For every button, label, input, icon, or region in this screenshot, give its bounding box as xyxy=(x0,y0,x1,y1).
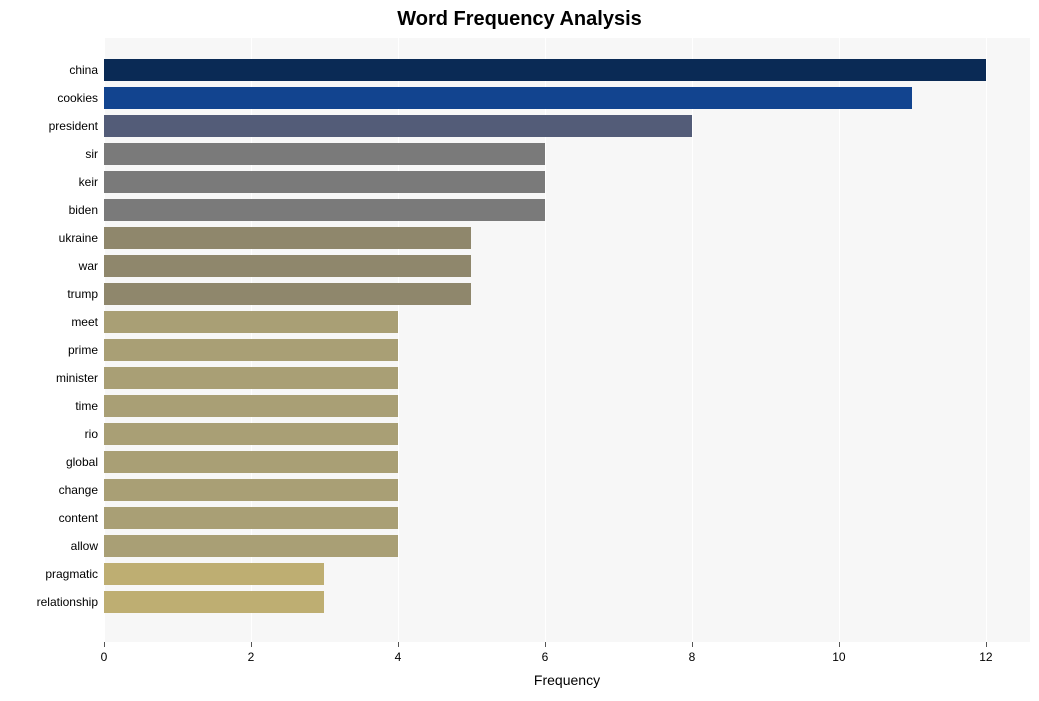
y-axis-label: rio xyxy=(85,427,104,441)
bar xyxy=(104,143,545,165)
y-axis-label: pragmatic xyxy=(45,567,104,581)
y-axis-label: keir xyxy=(79,175,104,189)
bar xyxy=(104,367,398,389)
bar xyxy=(104,171,545,193)
bar xyxy=(104,535,398,557)
word-frequency-chart: Word Frequency Analysis 024681012chinaco… xyxy=(0,0,1039,701)
bar xyxy=(104,563,324,585)
xtick-label: 8 xyxy=(689,642,696,664)
y-axis-label: president xyxy=(49,119,104,133)
y-axis-label: prime xyxy=(68,343,104,357)
y-axis-label: war xyxy=(79,259,104,273)
y-axis-label: allow xyxy=(71,539,104,553)
xtick-label: 2 xyxy=(248,642,255,664)
bar xyxy=(104,451,398,473)
bar xyxy=(104,227,471,249)
y-axis-label: trump xyxy=(67,287,104,301)
xtick-label: 10 xyxy=(832,642,845,664)
y-axis-label: change xyxy=(59,483,104,497)
xtick-label: 12 xyxy=(979,642,992,664)
bar xyxy=(104,115,692,137)
bar xyxy=(104,339,398,361)
xtick-label: 0 xyxy=(101,642,108,664)
plot-area: 024681012chinacookiespresidentsirkeirbid… xyxy=(104,38,1030,642)
x-axis-label: Frequency xyxy=(104,672,1030,688)
bar xyxy=(104,255,471,277)
bar xyxy=(104,507,398,529)
bar xyxy=(104,199,545,221)
bar xyxy=(104,87,912,109)
y-axis-label: meet xyxy=(71,315,104,329)
bar xyxy=(104,311,398,333)
xtick-label: 4 xyxy=(395,642,402,664)
y-axis-label: minister xyxy=(56,371,104,385)
bar xyxy=(104,423,398,445)
y-axis-label: relationship xyxy=(37,595,104,609)
gridline xyxy=(839,38,840,642)
xtick-label: 6 xyxy=(542,642,549,664)
y-axis-label: ukraine xyxy=(59,231,104,245)
y-axis-label: global xyxy=(66,455,104,469)
y-axis-label: time xyxy=(75,399,104,413)
gridline xyxy=(986,38,987,642)
y-axis-label: sir xyxy=(85,147,104,161)
gridline xyxy=(692,38,693,642)
bar xyxy=(104,591,324,613)
y-axis-label: biden xyxy=(69,203,104,217)
y-axis-label: content xyxy=(59,511,104,525)
bar xyxy=(104,479,398,501)
bar xyxy=(104,395,398,417)
y-axis-label: china xyxy=(69,63,104,77)
bar xyxy=(104,59,986,81)
chart-title: Word Frequency Analysis xyxy=(0,8,1039,31)
bar xyxy=(104,283,471,305)
y-axis-label: cookies xyxy=(57,91,104,105)
